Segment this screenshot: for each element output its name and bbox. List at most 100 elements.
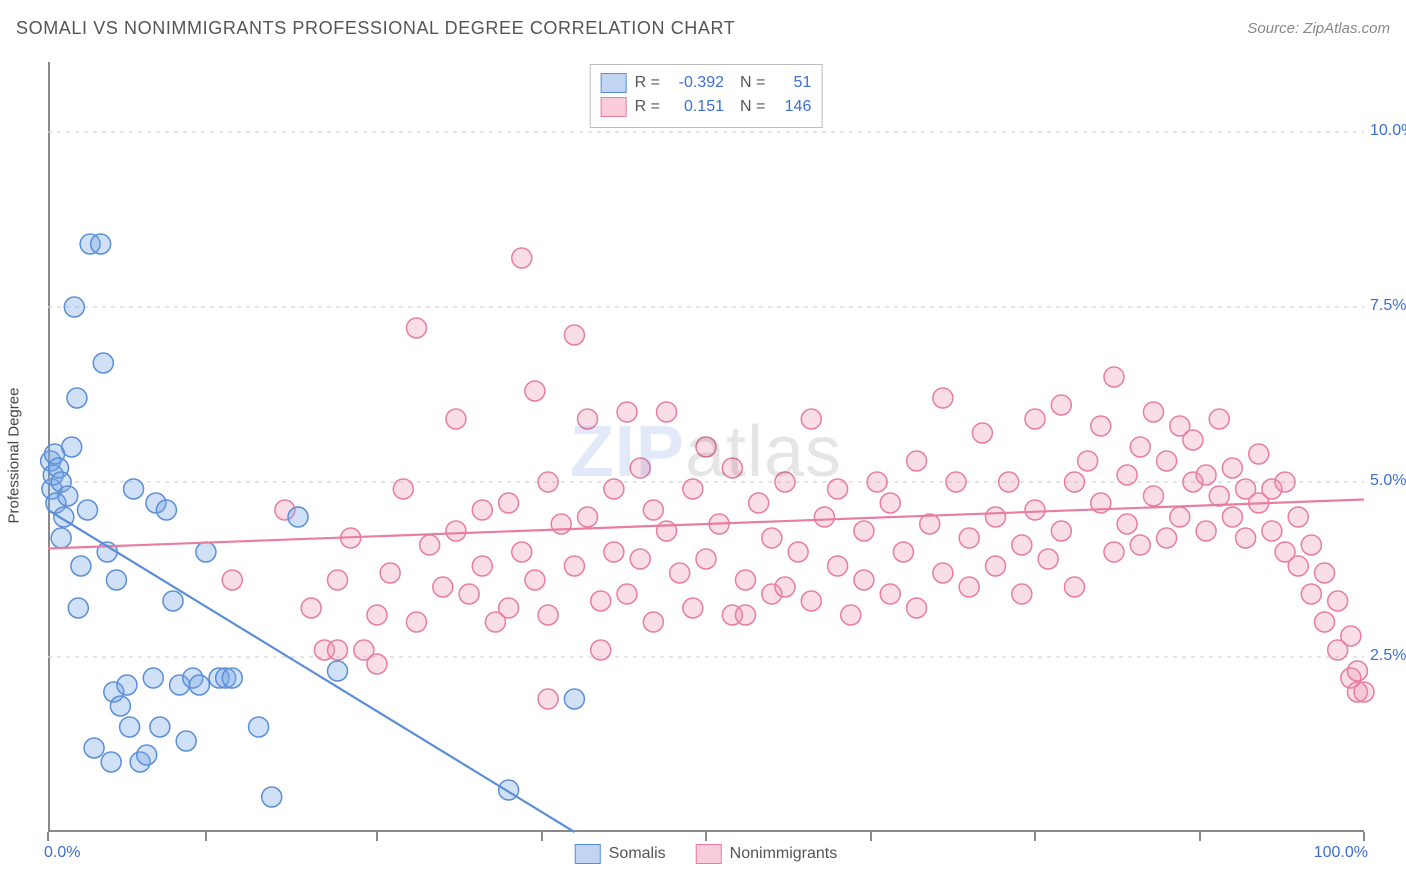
scatter-point-somalis: [117, 675, 137, 695]
scatter-point-nonimmigrants: [525, 570, 545, 590]
scatter-point-nonimmigrants: [775, 577, 795, 597]
y-axis-label: Professional Degree: [6, 388, 23, 524]
scatter-point-somalis: [101, 752, 121, 772]
scatter-point-somalis: [262, 787, 282, 807]
scatter-point-somalis: [124, 479, 144, 499]
scatter-point-nonimmigrants: [735, 605, 755, 625]
scatter-point-nonimmigrants: [683, 598, 703, 618]
scatter-point-nonimmigrants: [972, 423, 992, 443]
scatter-point-nonimmigrants: [617, 584, 637, 604]
scatter-point-nonimmigrants: [1209, 409, 1229, 429]
scatter-point-somalis: [71, 556, 91, 576]
scatter-point-nonimmigrants: [643, 500, 663, 520]
y-tick-label: 10.0%: [1370, 122, 1406, 140]
scatter-point-nonimmigrants: [1288, 556, 1308, 576]
scatter-point-somalis: [106, 570, 126, 590]
scatter-point-nonimmigrants: [1117, 465, 1137, 485]
x-tick-mark: [47, 832, 49, 841]
scatter-point-somalis: [67, 388, 87, 408]
scatter-point-nonimmigrants: [512, 542, 532, 562]
scatter-point-nonimmigrants: [1064, 472, 1084, 492]
scatter-point-nonimmigrants: [1038, 549, 1058, 569]
scatter-point-nonimmigrants: [499, 598, 519, 618]
scatter-point-nonimmigrants: [1157, 451, 1177, 471]
scatter-point-nonimmigrants: [1196, 521, 1216, 541]
scatter-point-nonimmigrants: [801, 591, 821, 611]
scatter-point-nonimmigrants: [591, 640, 611, 660]
scatter-point-nonimmigrants: [499, 493, 519, 513]
x-axis-max-label: 100.0%: [1314, 844, 1368, 862]
legend-label-nonimmigrants: Nonimmigrants: [730, 845, 838, 863]
plot-area: Professional Degree ZIPatlas R = -0.392 …: [48, 62, 1364, 832]
scatter-point-somalis: [156, 500, 176, 520]
scatter-point-nonimmigrants: [959, 577, 979, 597]
title-bar: SOMALI VS NONIMMIGRANTS PROFESSIONAL DEG…: [16, 18, 1390, 48]
scatter-point-nonimmigrants: [1143, 402, 1163, 422]
scatter-point-nonimmigrants: [854, 521, 874, 541]
corr-n-label: N =: [740, 71, 765, 95]
scatter-point-somalis: [120, 717, 140, 737]
corr-n-somalis: 51: [773, 71, 811, 95]
scatter-point-nonimmigrants: [1117, 514, 1137, 534]
scatter-point-somalis: [110, 696, 130, 716]
chart-title: SOMALI VS NONIMMIGRANTS PROFESSIONAL DEG…: [16, 18, 735, 38]
scatter-point-nonimmigrants: [946, 472, 966, 492]
scatter-point-nonimmigrants: [1341, 626, 1361, 646]
x-tick-mark: [1199, 832, 1201, 841]
scatter-point-nonimmigrants: [1012, 535, 1032, 555]
scatter-point-somalis: [328, 661, 348, 681]
scatter-point-somalis: [93, 353, 113, 373]
scatter-point-nonimmigrants: [564, 325, 584, 345]
scatter-point-nonimmigrants: [775, 472, 795, 492]
scatter-point-nonimmigrants: [1078, 451, 1098, 471]
scatter-point-nonimmigrants: [854, 570, 874, 590]
scatter-point-nonimmigrants: [433, 577, 453, 597]
legend-swatch-somalis: [575, 844, 601, 864]
scatter-point-nonimmigrants: [1104, 542, 1124, 562]
scatter-point-nonimmigrants: [880, 493, 900, 513]
scatter-point-nonimmigrants: [393, 479, 413, 499]
scatter-point-nonimmigrants: [1051, 395, 1071, 415]
scatter-point-nonimmigrants: [1249, 444, 1269, 464]
scatter-point-nonimmigrants: [1315, 563, 1335, 583]
scatter-point-somalis: [163, 591, 183, 611]
scatter-point-nonimmigrants: [328, 570, 348, 590]
scatter-point-nonimmigrants: [933, 563, 953, 583]
scatter-point-somalis: [64, 297, 84, 317]
x-tick-mark: [376, 832, 378, 841]
scatter-point-somalis: [176, 731, 196, 751]
scatter-point-nonimmigrants: [472, 500, 492, 520]
plot-svg: [48, 62, 1364, 832]
scatter-point-somalis: [84, 738, 104, 758]
scatter-point-nonimmigrants: [472, 556, 492, 576]
y-tick-label: 2.5%: [1370, 647, 1406, 665]
scatter-point-nonimmigrants: [907, 451, 927, 471]
x-tick-mark: [1363, 832, 1365, 841]
scatter-point-somalis: [189, 675, 209, 695]
scatter-point-nonimmigrants: [959, 528, 979, 548]
scatter-point-nonimmigrants: [1025, 409, 1045, 429]
scatter-point-nonimmigrants: [1301, 535, 1321, 555]
scatter-point-nonimmigrants: [1262, 521, 1282, 541]
scatter-point-nonimmigrants: [512, 248, 532, 268]
scatter-point-nonimmigrants: [551, 514, 571, 534]
scatter-point-nonimmigrants: [1275, 472, 1295, 492]
scatter-point-somalis: [58, 486, 78, 506]
scatter-point-nonimmigrants: [459, 584, 479, 604]
scatter-point-nonimmigrants: [643, 612, 663, 632]
scatter-point-nonimmigrants: [578, 409, 598, 429]
scatter-point-nonimmigrants: [933, 388, 953, 408]
scatter-point-nonimmigrants: [1288, 507, 1308, 527]
scatter-point-somalis: [564, 689, 584, 709]
scatter-point-nonimmigrants: [630, 549, 650, 569]
scatter-point-somalis: [150, 717, 170, 737]
x-axis-min-label: 0.0%: [44, 844, 80, 862]
legend-swatch-nonimmigrants: [696, 844, 722, 864]
scatter-point-nonimmigrants: [578, 507, 598, 527]
scatter-point-nonimmigrants: [683, 479, 703, 499]
y-tick-label: 5.0%: [1370, 472, 1406, 490]
scatter-point-nonimmigrants: [1091, 416, 1111, 436]
correlation-legend-box: R = -0.392 N = 51 R = 0.151 N = 146: [590, 64, 823, 128]
scatter-point-somalis: [288, 507, 308, 527]
trend-line-somalis: [48, 510, 574, 832]
